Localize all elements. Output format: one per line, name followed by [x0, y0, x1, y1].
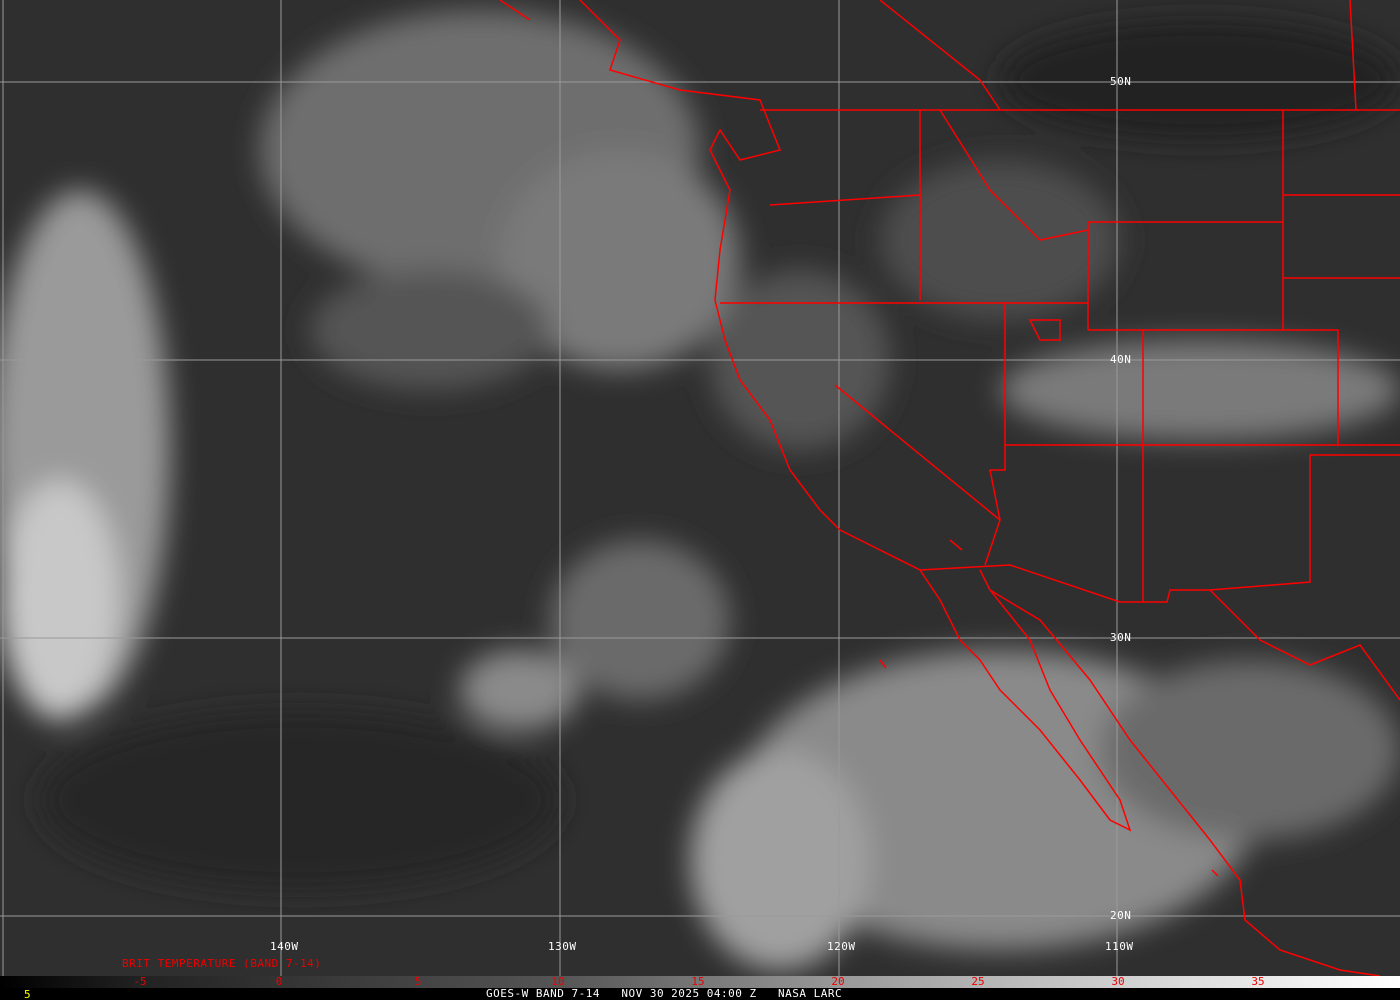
colorbar-tick: 10: [551, 975, 565, 988]
image-caption: GOES-W BAND 7-14 NOV 30 2025 04:00 Z NAS…: [486, 987, 843, 1000]
state-borders: [720, 0, 1400, 701]
lon-label-110w: 110W: [1105, 940, 1134, 953]
color-bar: [0, 976, 1400, 988]
islands: [879, 319, 1219, 877]
lon-label-140w: 140W: [270, 940, 299, 953]
footer-value: 5: [24, 988, 31, 1000]
colorbar-tick: 5: [414, 975, 422, 988]
lat-label-20n: 20N: [1110, 909, 1132, 922]
colorbar-tick: 20: [831, 975, 845, 988]
political-borders: [499, 0, 1400, 976]
lat-label-30n: 30N: [1110, 631, 1132, 644]
legend-title: BRIT TEMPERATURE (BAND 7-14): [122, 957, 322, 970]
colorbar-tick: -5: [133, 975, 147, 988]
coastline: [499, 0, 1132, 832]
satellite-map: [0, 0, 1400, 976]
colorbar-tick: 0: [275, 975, 283, 988]
mexico-mainland-coast: [989, 589, 1381, 976]
lat-label-40n: 40N: [1110, 353, 1132, 366]
colorbar-tick: 25: [971, 975, 985, 988]
lon-label-120w: 120W: [827, 940, 856, 953]
lat-lon-grid: [0, 0, 1400, 976]
colorbar-tick: 35: [1251, 975, 1265, 988]
footer-bar: [0, 988, 1400, 1000]
colorbar-tick: 30: [1111, 975, 1125, 988]
lon-label-130w: 130W: [548, 940, 577, 953]
lat-label-50n: 50N: [1110, 75, 1132, 88]
colorbar-tick: 15: [691, 975, 705, 988]
